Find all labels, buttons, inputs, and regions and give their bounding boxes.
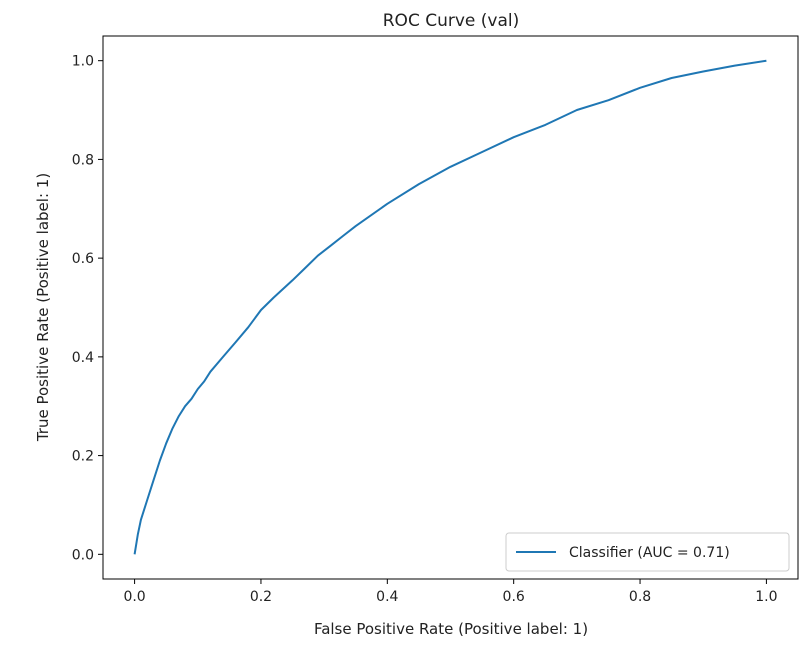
y-tick-label: 0.4 — [72, 350, 94, 366]
y-tick-label: 0.6 — [72, 251, 94, 267]
x-tick-label: 0.2 — [250, 589, 272, 605]
x-tick-label: 0.8 — [629, 589, 651, 605]
y-tick-label: 0.0 — [72, 547, 94, 563]
x-axis-label: False Positive Rate (Positive label: 1) — [314, 620, 588, 638]
roc-curve-line — [133, 59, 767, 555]
x-tick-label: 0.4 — [376, 589, 398, 605]
x-tick-label: 1.0 — [755, 589, 777, 605]
chart-title: ROC Curve (val) — [383, 11, 520, 31]
legend-box — [505, 532, 790, 572]
y-tick-label: 0.8 — [72, 152, 94, 168]
y-axis-label: True Positive Rate (Positive label: 1) — [34, 173, 52, 442]
y-tick-label: 1.0 — [72, 54, 94, 70]
plot-frame — [102, 35, 799, 580]
y-tick-label: 0.2 — [72, 449, 94, 465]
legend-label: Classifier (AUC = 0.71) — [569, 545, 730, 561]
series-layer — [133, 59, 767, 555]
legend: Classifier (AUC = 0.71) — [505, 532, 790, 572]
x-tick-label: 0.0 — [123, 589, 145, 605]
y-axis-ticks: 0.0 0.2 0.4 0.6 0.8 1.0 — [72, 54, 103, 563]
x-axis-ticks: 0.0 0.2 0.4 0.6 0.8 1.0 — [123, 579, 778, 605]
x-tick-label: 0.6 — [503, 589, 525, 605]
